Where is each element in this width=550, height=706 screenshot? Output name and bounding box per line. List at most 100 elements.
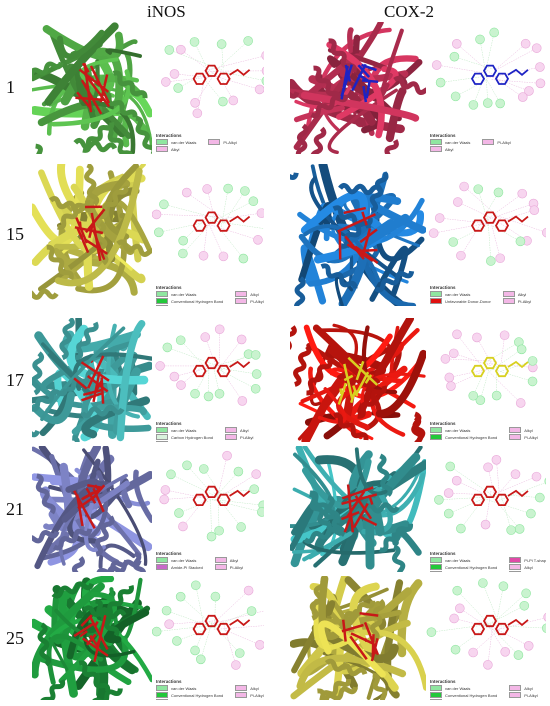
interaction-line [489, 372, 521, 404]
legend-label: Pi-Alkyl [240, 434, 254, 440]
residue-disc [475, 395, 486, 405]
legend-swatch [509, 564, 522, 570]
legend-label: Pi-Alkyl [250, 692, 264, 698]
interaction-line [216, 353, 249, 374]
residue-disc [250, 383, 261, 394]
interaction-line [207, 40, 249, 78]
inos-protein-panel [32, 446, 152, 572]
residue-disc [176, 380, 186, 390]
interaction-line [212, 491, 242, 528]
inos-2d-diagram-panel: Interactions van der Waals Pi-Alkyl Alkyl [152, 22, 264, 154]
ligand-sticks [341, 484, 378, 533]
residue-disc [491, 455, 502, 465]
residue-disc [154, 227, 164, 238]
residue-disc [178, 248, 188, 259]
residue-disc [526, 508, 536, 519]
residue-disc [431, 60, 442, 70]
residue-disc [428, 228, 439, 238]
residue-disc [489, 27, 499, 38]
protein-helix [290, 172, 299, 195]
residue-disc [452, 329, 462, 340]
residue-disc [160, 485, 171, 495]
protein-helix [57, 199, 91, 230]
interaction-diagram [426, 578, 546, 670]
protein-ribbon-structure [32, 576, 152, 700]
legend-title: Interactions [156, 551, 182, 556]
inos-protein-panel [32, 22, 152, 154]
interaction-diagram [159, 450, 264, 542]
residue-disc [491, 390, 502, 401]
protein-helix [338, 182, 383, 196]
residue-disc [234, 648, 245, 658]
legend-item: van der Waals [156, 557, 203, 563]
legend-swatch [430, 557, 442, 563]
interaction-diagram [440, 329, 538, 408]
legend-swatch [214, 564, 227, 570]
legend-swatch [502, 291, 515, 297]
protein-ribbon [40, 340, 132, 390]
residue-disc [478, 578, 488, 588]
residue-disc [176, 44, 186, 55]
protein-ribbon-structure [32, 164, 152, 306]
legend-swatch [225, 434, 238, 440]
protein-helix [309, 577, 327, 621]
legend-swatch [235, 298, 248, 304]
protein-helix [374, 270, 415, 293]
residue-disc [174, 508, 184, 518]
protein-helix [290, 90, 300, 108]
interaction-line [183, 218, 206, 241]
protein-helix [377, 139, 399, 154]
interaction-line [460, 499, 483, 529]
ligand-2d-structure [192, 614, 251, 636]
residue-disc [243, 36, 253, 46]
interaction-line [500, 335, 505, 363]
protein-helix [104, 585, 134, 619]
interaction-line [203, 55, 264, 72]
cox2-2d-diagram-panel: Interactions van der Waals Pi-Alkyl Alkyl [426, 22, 546, 154]
residue-disc [535, 62, 545, 72]
interaction-line [208, 224, 259, 241]
protein-helix [35, 473, 56, 515]
legend-label: Pi-Alkyl [223, 139, 237, 145]
interaction-line [169, 620, 218, 625]
legend-label: Unfavorable Donor-Donor [445, 298, 491, 304]
residue-disc [452, 197, 463, 207]
interaction-line [211, 499, 262, 513]
protein-ribbon-structure [32, 318, 152, 442]
residue-disc [214, 388, 225, 399]
legend-item: Conventional Hydrogen Bond [430, 692, 497, 698]
protein-helix [411, 415, 426, 442]
protein-ribbon [61, 478, 101, 523]
residue-disc [468, 100, 479, 110]
residue-disc [440, 354, 451, 364]
interaction-line [158, 222, 205, 233]
protein-helix [46, 244, 74, 280]
residue-disc [152, 626, 162, 637]
legend-label: van der Waals [445, 557, 471, 563]
protein-helix [377, 453, 393, 497]
interaction-diagram [434, 455, 546, 535]
cox2-2d-diagram-panel: Interactions van der Waals Alkyl Unfavorabl… [426, 164, 546, 306]
protein-helix [48, 195, 92, 214]
interaction-line [498, 215, 546, 233]
legend-label: Conventional Hydrogen Bond [445, 434, 498, 440]
interaction-line [473, 70, 487, 105]
legend-title: Interactions [156, 679, 182, 684]
interaction-line [496, 459, 500, 492]
interaction-line [454, 618, 493, 629]
legend-label: Pi-Alkyl [497, 139, 511, 145]
residue-disc [162, 342, 173, 353]
residue-disc [218, 251, 229, 262]
legend-label: Pi-Alkyl [517, 298, 532, 304]
protein-ribbon-structure [290, 22, 426, 154]
residue-disc [223, 183, 233, 194]
legend-swatch [509, 557, 522, 563]
interaction-line [165, 75, 220, 83]
ligand-2d-structure [470, 614, 529, 636]
protein-helix [372, 672, 395, 700]
interaction-line [455, 621, 495, 650]
interaction-legend: Interactions van der Waals Alkyl Carbon Hyd… [156, 421, 253, 442]
legend-label: van der Waals [171, 427, 197, 433]
legend-swatch [156, 298, 168, 304]
legend-swatch [235, 291, 248, 297]
